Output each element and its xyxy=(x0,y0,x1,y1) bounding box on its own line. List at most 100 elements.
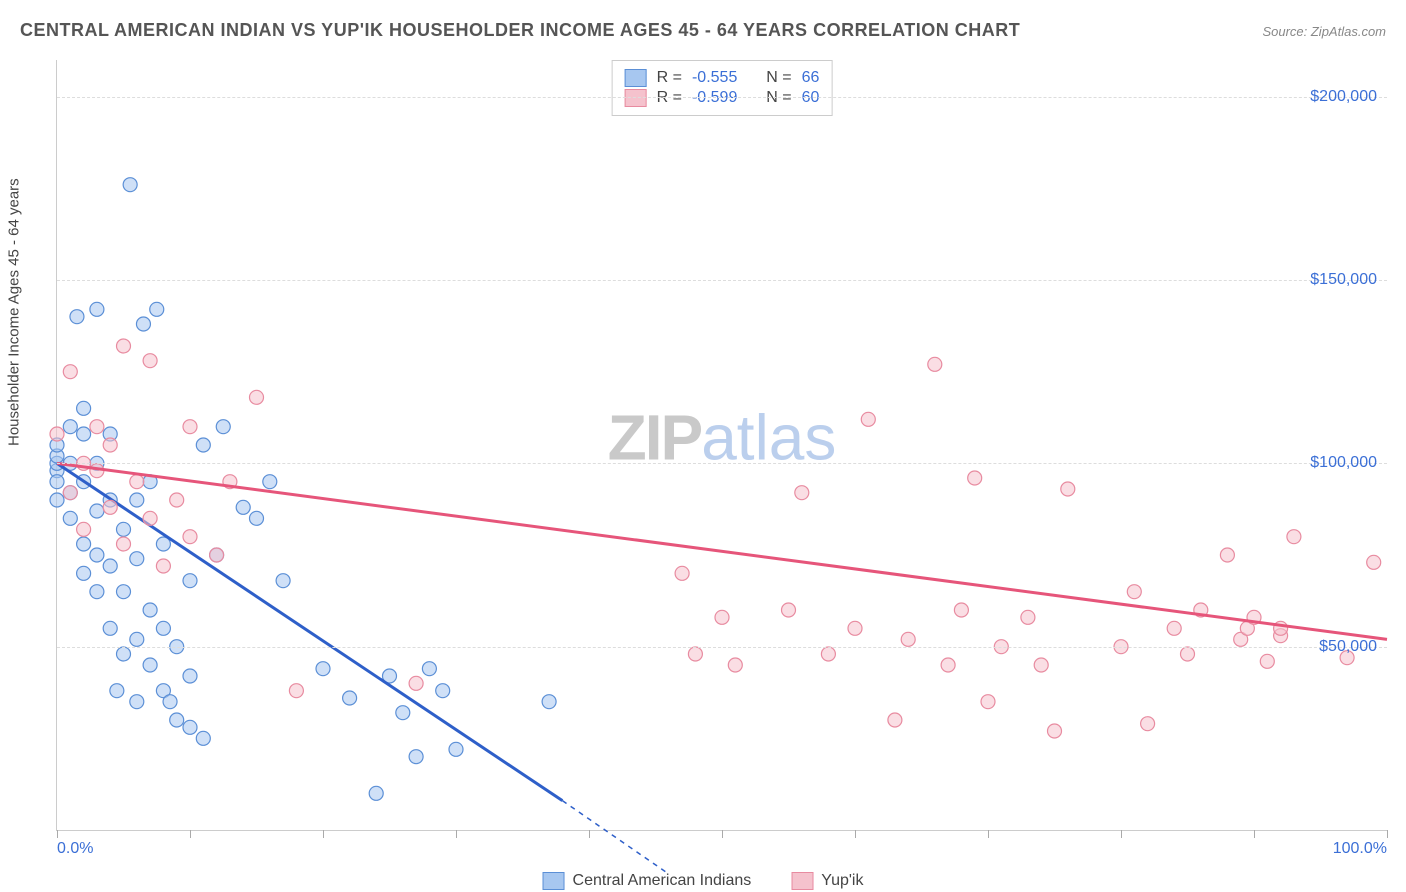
legend-label-2: Yup'ik xyxy=(821,872,863,890)
data-point xyxy=(1167,621,1181,635)
data-point xyxy=(90,420,104,434)
data-point xyxy=(143,658,157,672)
legend-swatch-2 xyxy=(791,872,813,890)
source-label: Source: ZipAtlas.com xyxy=(1262,24,1386,39)
data-point xyxy=(183,574,197,588)
data-point xyxy=(63,365,77,379)
plot-area: ZIPatlas R = -0.555 N = 66 R = -0.599 N … xyxy=(56,60,1387,831)
stat-r-label: R = xyxy=(657,69,682,87)
data-point xyxy=(196,731,210,745)
data-point xyxy=(861,412,875,426)
data-point xyxy=(156,559,170,573)
data-point xyxy=(1367,555,1381,569)
data-point xyxy=(954,603,968,617)
data-point xyxy=(63,511,77,525)
data-point xyxy=(117,585,131,599)
data-point xyxy=(50,493,64,507)
data-point xyxy=(77,522,91,536)
data-point xyxy=(250,390,264,404)
chart-title: CENTRAL AMERICAN INDIAN VS YUP'IK HOUSEH… xyxy=(20,20,1020,41)
y-axis-label: Householder Income Ages 45 - 64 years xyxy=(6,178,23,446)
data-point xyxy=(422,662,436,676)
data-point xyxy=(130,475,144,489)
data-point xyxy=(183,669,197,683)
data-point xyxy=(143,511,157,525)
data-point xyxy=(289,684,303,698)
legend-swatch-1 xyxy=(543,872,565,890)
data-point xyxy=(409,676,423,690)
data-point xyxy=(123,178,137,192)
stats-box: R = -0.555 N = 66 R = -0.599 N = 60 xyxy=(612,60,833,116)
data-point xyxy=(196,438,210,452)
data-point xyxy=(542,695,556,709)
data-point xyxy=(343,691,357,705)
data-point xyxy=(1181,647,1195,661)
data-point xyxy=(369,786,383,800)
data-point xyxy=(77,537,91,551)
stat-r-value-2: -0.599 xyxy=(692,89,737,107)
data-point xyxy=(276,574,290,588)
data-point xyxy=(103,559,117,573)
data-point xyxy=(981,695,995,709)
y-tick-label: $50,000 xyxy=(1319,638,1377,656)
data-point xyxy=(117,522,131,536)
data-point xyxy=(728,658,742,672)
data-point xyxy=(143,354,157,368)
data-point xyxy=(70,310,84,324)
data-point xyxy=(901,632,915,646)
data-point xyxy=(250,511,264,525)
data-point xyxy=(143,603,157,617)
data-point xyxy=(928,357,942,371)
data-point xyxy=(968,471,982,485)
swatch-series-2 xyxy=(625,89,647,107)
trend-line xyxy=(57,463,562,800)
data-point xyxy=(150,302,164,316)
legend-bottom: Central American Indians Yup'ik xyxy=(543,872,864,890)
stat-n-value-1: 66 xyxy=(802,69,820,87)
y-tick-label: $100,000 xyxy=(1310,454,1377,472)
data-point xyxy=(1141,717,1155,731)
data-point xyxy=(848,621,862,635)
data-point xyxy=(782,603,796,617)
data-point xyxy=(103,500,117,514)
stat-n-value-2: 60 xyxy=(802,89,820,107)
data-point xyxy=(163,695,177,709)
data-point xyxy=(130,552,144,566)
data-point xyxy=(821,647,835,661)
data-point xyxy=(1021,610,1035,624)
data-point xyxy=(136,317,150,331)
stat-n-label-2: N = xyxy=(766,89,791,107)
stat-r-value-1: -0.555 xyxy=(692,69,737,87)
data-point xyxy=(130,493,144,507)
data-point xyxy=(1287,530,1301,544)
title-row: CENTRAL AMERICAN INDIAN VS YUP'IK HOUSEH… xyxy=(20,20,1386,41)
data-point xyxy=(263,475,277,489)
data-point xyxy=(130,695,144,709)
data-point xyxy=(77,427,91,441)
legend-item-2: Yup'ik xyxy=(791,872,863,890)
data-point xyxy=(63,486,77,500)
data-point xyxy=(130,632,144,646)
y-tick-label: $150,000 xyxy=(1310,271,1377,289)
data-point xyxy=(1260,654,1274,668)
data-point xyxy=(117,339,131,353)
data-point xyxy=(795,486,809,500)
data-point xyxy=(103,621,117,635)
data-point xyxy=(236,500,250,514)
y-tick-label: $200,000 xyxy=(1310,88,1377,106)
data-point xyxy=(1220,548,1234,562)
data-point xyxy=(216,420,230,434)
data-point xyxy=(170,493,184,507)
data-point xyxy=(170,713,184,727)
legend-item-1: Central American Indians xyxy=(543,872,752,890)
data-point xyxy=(210,548,224,562)
data-point xyxy=(1034,658,1048,672)
chart-container: CENTRAL AMERICAN INDIAN VS YUP'IK HOUSEH… xyxy=(0,0,1406,892)
data-point xyxy=(183,720,197,734)
data-point xyxy=(396,706,410,720)
data-point xyxy=(50,427,64,441)
data-point xyxy=(90,302,104,316)
x-tick-label-min: 0.0% xyxy=(57,840,93,858)
data-point xyxy=(183,530,197,544)
data-point xyxy=(63,420,77,434)
